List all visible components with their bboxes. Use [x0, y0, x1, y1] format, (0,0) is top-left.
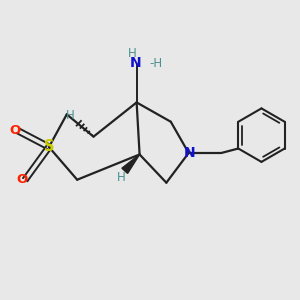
Text: H: H [66, 109, 75, 122]
Text: S: S [44, 139, 54, 154]
Text: H: H [128, 47, 136, 60]
Polygon shape [122, 154, 140, 173]
Text: O: O [9, 124, 20, 137]
Text: N: N [129, 56, 141, 70]
Text: H: H [117, 171, 125, 184]
Text: N: N [183, 146, 195, 160]
Text: -H: -H [149, 57, 162, 70]
Text: O: O [16, 173, 28, 186]
